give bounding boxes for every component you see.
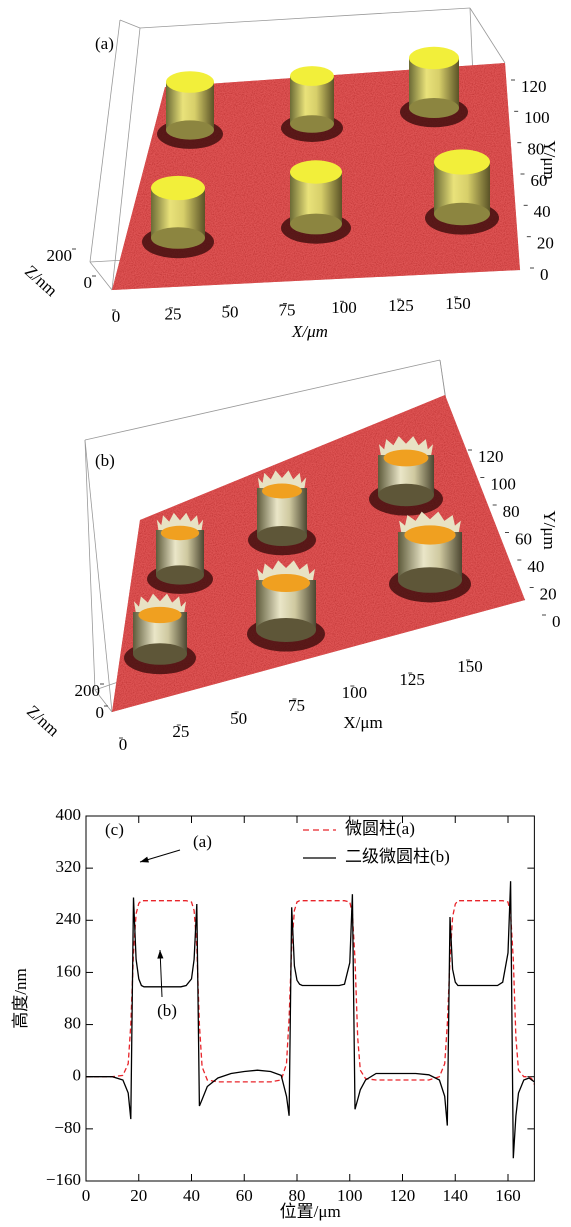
tick-label: 50 — [230, 709, 247, 728]
tick-label: 0 — [540, 265, 549, 284]
pillar-top — [434, 149, 490, 174]
x-tick-label: 20 — [130, 1186, 147, 1205]
pillar-top — [262, 484, 302, 499]
tick-label: 0 — [84, 273, 93, 292]
pillar-top — [404, 525, 455, 544]
pillar-top — [166, 71, 214, 93]
box-edge — [85, 440, 95, 690]
tick-label: 100 — [490, 474, 516, 493]
tick-label: 125 — [388, 296, 414, 315]
pillar-top — [262, 574, 310, 592]
legend-label: 二级微圆柱(b) — [345, 847, 450, 866]
pillar-base — [166, 120, 214, 139]
x-tick-label: 160 — [495, 1186, 521, 1205]
pillar-top — [138, 607, 181, 623]
tick-label: 25 — [172, 722, 189, 741]
tick-label: 0 — [552, 612, 561, 631]
x-tick-label: 140 — [443, 1186, 469, 1205]
x-axis-label: 位置/μm — [280, 1202, 341, 1221]
tick-label: 25 — [165, 305, 182, 324]
pillar-base — [290, 115, 334, 133]
pillar-base — [409, 98, 459, 118]
tick-label: 0 — [119, 735, 128, 754]
pillar-top — [151, 176, 205, 200]
y-tick-label: −80 — [54, 1118, 81, 1137]
tick-label: 120 — [478, 447, 504, 466]
z-axis-label: Z/nm — [23, 701, 63, 740]
data-line — [86, 901, 534, 1085]
x-axis-label: X/μm — [291, 322, 328, 341]
y-axis-label: Y/μm — [540, 140, 559, 179]
tick-label: 50 — [222, 303, 239, 322]
tick-label: 75 — [279, 300, 296, 319]
tick-label: 0 — [112, 307, 121, 326]
panel-label: (c) — [105, 820, 124, 839]
y-axis-label: 高度/nm — [11, 968, 30, 1028]
x-tick-label: 60 — [236, 1186, 253, 1205]
y-axis-label: Y/μm — [540, 510, 559, 549]
x-tick-label: 100 — [337, 1186, 363, 1205]
legend-label: 微圆柱(a) — [345, 819, 415, 838]
annotation: (a) — [193, 832, 212, 851]
tick-label: 75 — [288, 696, 305, 715]
plot-frame — [86, 816, 534, 1181]
tick-label: 100 — [342, 683, 368, 702]
y-tick-label: 160 — [56, 961, 82, 980]
tick-label: 200 — [75, 681, 101, 700]
figure: 02550751001251500204060801001200200(a)X/… — [0, 0, 571, 1227]
tick-label: 40 — [534, 202, 551, 221]
x-tick-label: 0 — [82, 1186, 91, 1205]
tick-label: 40 — [527, 557, 544, 576]
x-axis-label: X/μm — [343, 713, 382, 732]
tick-label: 80 — [503, 502, 520, 521]
panel-label: (b) — [95, 451, 115, 470]
pillar-base — [378, 484, 434, 506]
pillar-top — [384, 450, 429, 467]
y-tick-label: −160 — [46, 1170, 81, 1189]
pillar-base — [434, 203, 490, 225]
arrow-head — [157, 950, 163, 959]
y-tick-label: 320 — [56, 857, 82, 876]
tick-label: 150 — [457, 657, 483, 676]
annotation: (b) — [157, 1001, 177, 1020]
y-tick-label: 0 — [73, 1066, 82, 1085]
box-edge — [120, 20, 140, 28]
tick-label: 20 — [537, 234, 554, 253]
panel-label: (a) — [95, 34, 114, 53]
pillar-top — [290, 160, 342, 183]
tick-label: 200 — [47, 246, 73, 265]
box-edge — [85, 440, 112, 712]
tick-label: 0 — [96, 703, 105, 722]
arrow-head — [140, 857, 149, 863]
tick-label: 150 — [445, 294, 471, 313]
pillar-base — [398, 567, 462, 593]
x-tick-label: 120 — [390, 1186, 416, 1205]
pillar-top — [290, 66, 334, 86]
pillar-base — [133, 643, 187, 665]
tick-label: 100 — [331, 298, 357, 317]
pillar-top — [409, 47, 459, 70]
tick-label: 60 — [515, 529, 532, 548]
y-tick-label: 80 — [64, 1013, 81, 1032]
tick-label: 125 — [399, 670, 425, 689]
x-tick-label: 40 — [183, 1186, 200, 1205]
data-line — [86, 881, 534, 1158]
tick-label: 20 — [540, 584, 557, 603]
y-tick-label: 240 — [56, 909, 82, 928]
box-edge — [140, 8, 470, 28]
box-edge — [90, 20, 120, 262]
pillar-base — [290, 214, 342, 235]
pillar-top — [161, 526, 199, 540]
pillar-base — [256, 618, 316, 642]
tick-label: 100 — [524, 108, 550, 127]
y-tick-label: 400 — [56, 805, 82, 824]
tick-label: 120 — [521, 77, 547, 96]
pillar-base — [257, 526, 307, 546]
pillar-base — [156, 565, 204, 584]
pillar-base — [151, 227, 205, 249]
z-axis-label: Z/nm — [21, 261, 61, 300]
box-edge — [470, 8, 505, 63]
